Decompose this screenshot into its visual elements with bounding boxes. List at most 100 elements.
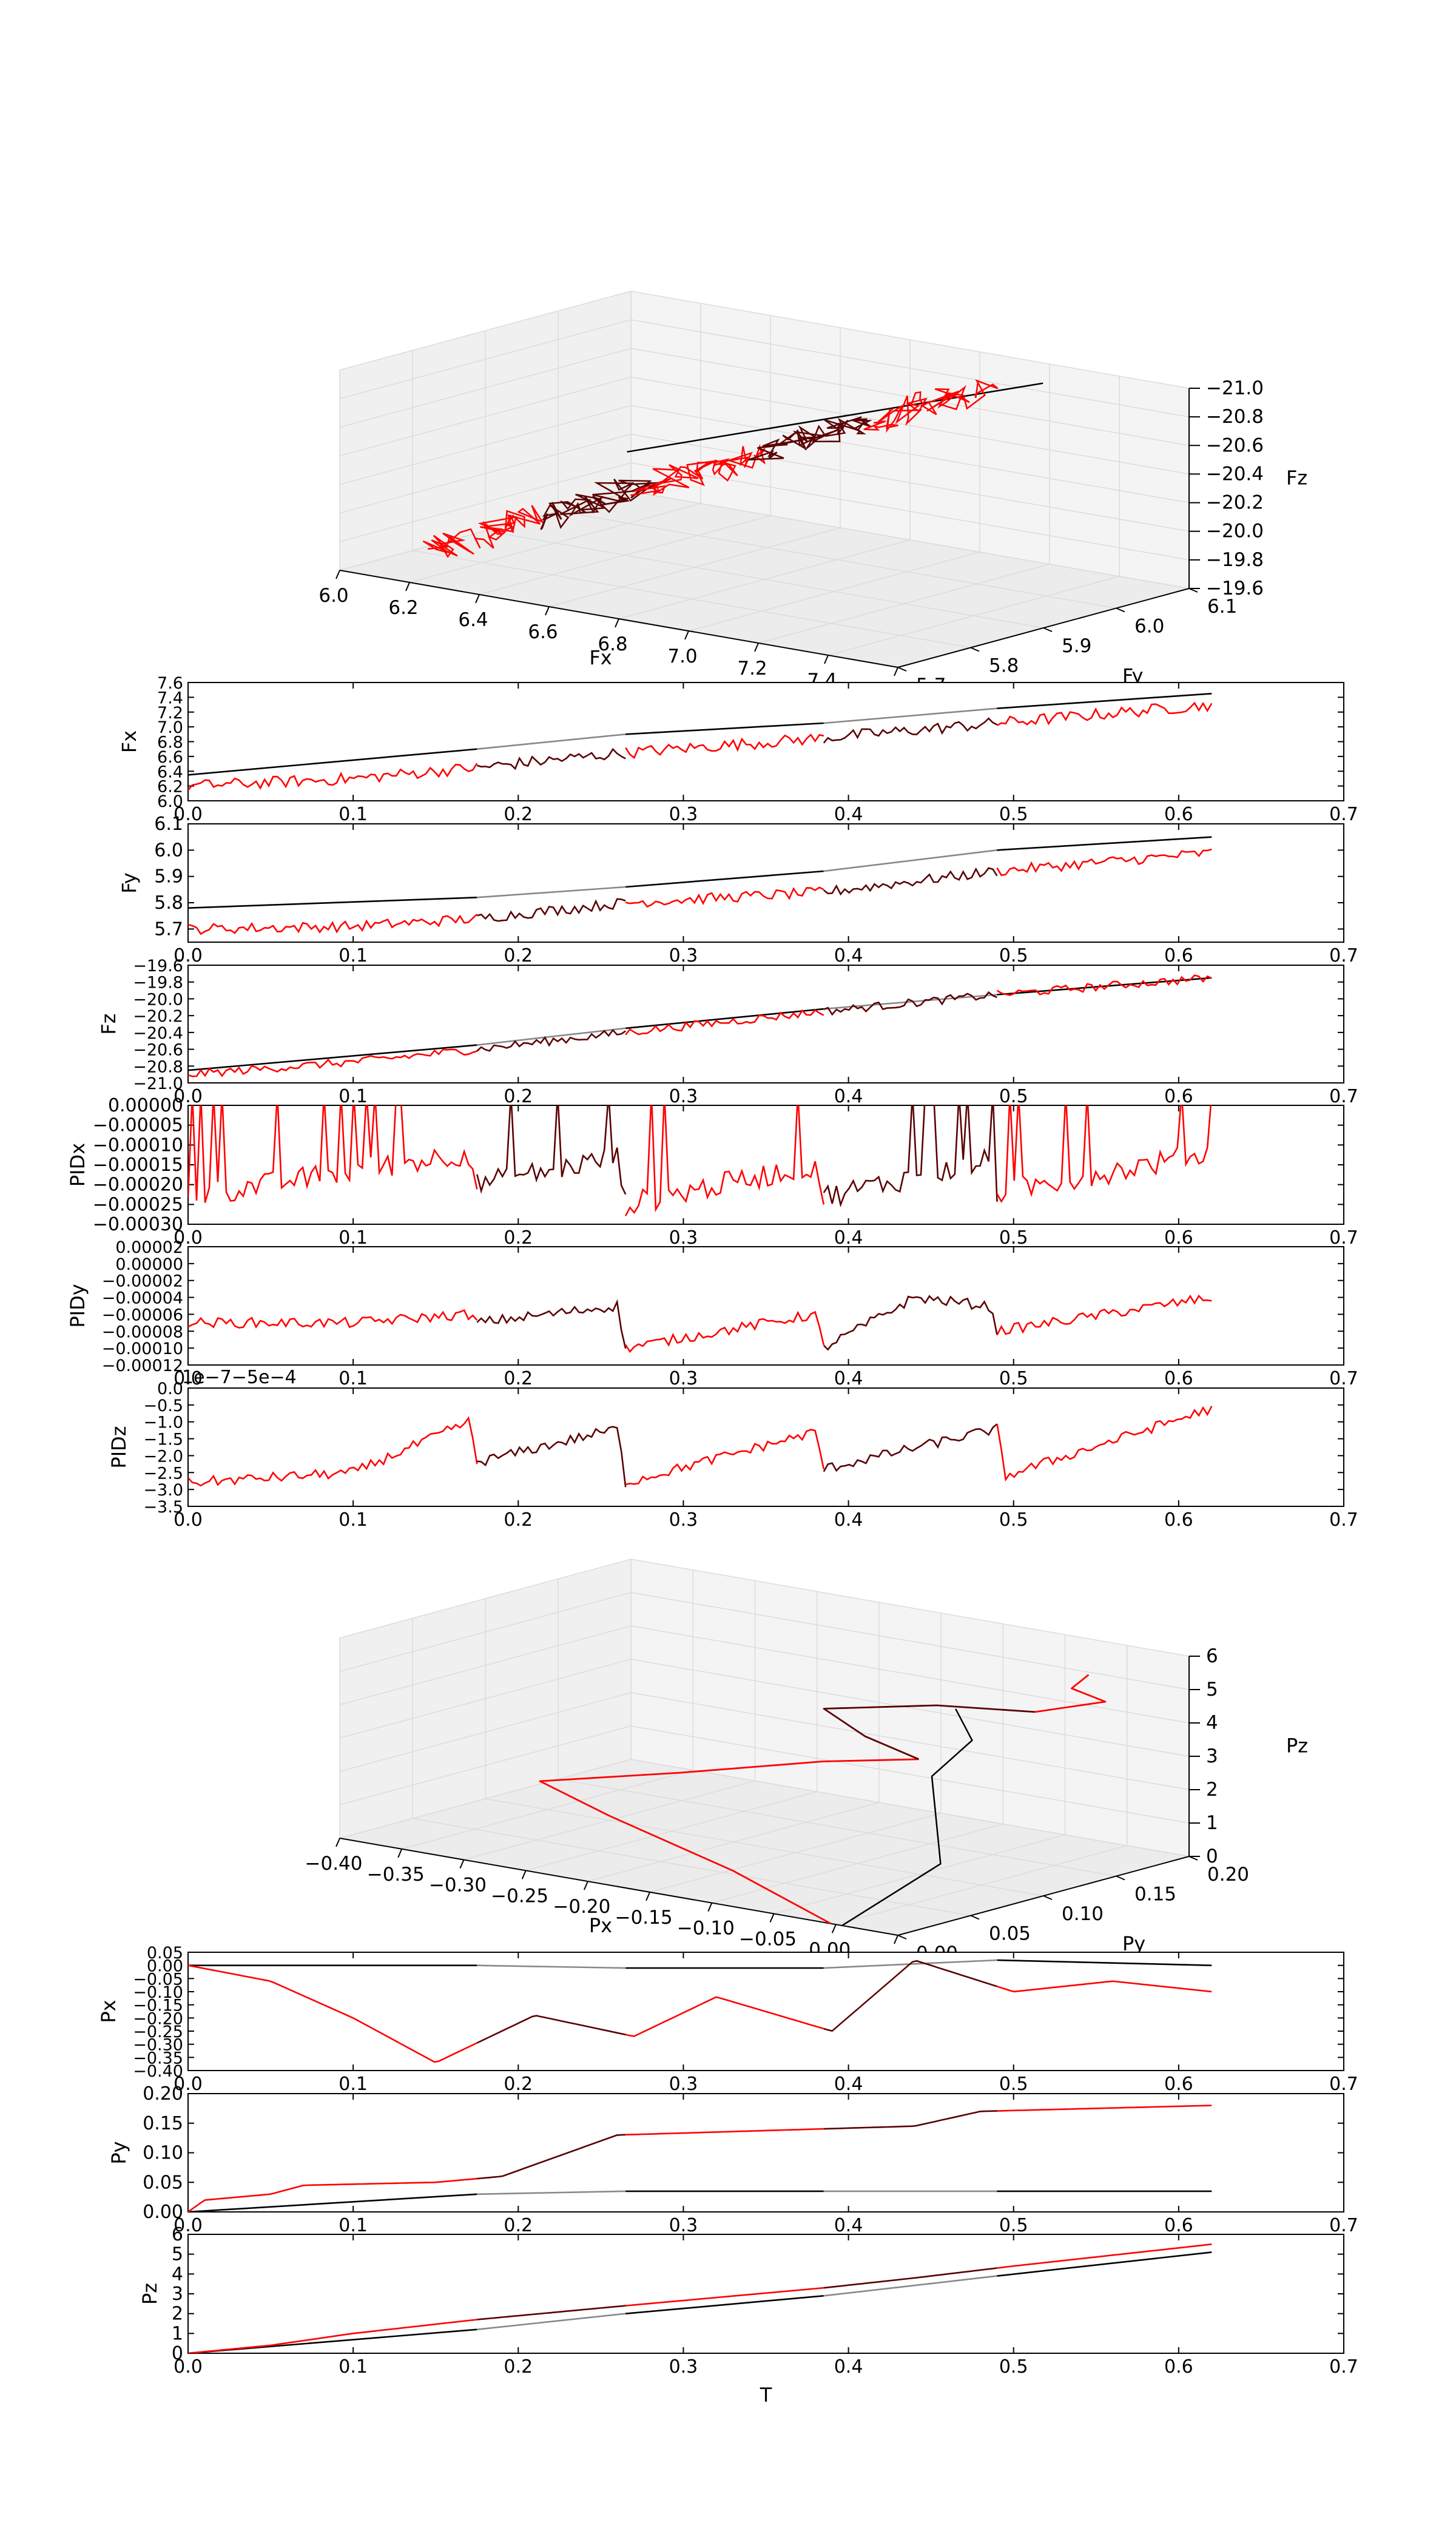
y-tick-label: −0.00010 (93, 1134, 183, 1156)
x-tick-label: 0.0 (174, 1227, 203, 1249)
y-tick-label: 6.6 (157, 748, 183, 767)
x-tick-label: 0.6 (1164, 804, 1193, 825)
grid-line (339, 376, 632, 457)
grid-line (339, 405, 632, 485)
grid-line (630, 433, 1190, 532)
x-tick-label: 0.0 (174, 1509, 203, 1531)
y-tick (897, 1935, 907, 1940)
x-tick-label: 7.0 (667, 645, 697, 667)
plot-frame (187, 1105, 1344, 1225)
reference-line-segment (477, 1964, 626, 1969)
y-tick (1116, 607, 1125, 613)
x-tick (583, 1881, 588, 1890)
y-tick-label: −20.0 (133, 990, 183, 1009)
x-tick (684, 630, 689, 640)
x-tick-label: −0.40 (305, 1853, 363, 1875)
measured-line-segment (188, 1309, 478, 1329)
x-tick (754, 642, 759, 652)
y-tick-label: −2.5 (143, 1464, 183, 1483)
x-tick (545, 606, 550, 616)
measured-line-segment (188, 1416, 478, 1487)
x-tick-label: 0.7 (1329, 2356, 1358, 2378)
x-tick (459, 1859, 465, 1869)
z-tick-label: 3 (1206, 1745, 1218, 1767)
y-tick-label: 5.9 (1062, 635, 1091, 657)
y-tick-label: 1 (172, 2323, 183, 2344)
grid-line (339, 462, 632, 542)
measured-line-segment (823, 717, 998, 744)
x-tick-label: 0.1 (339, 1509, 368, 1531)
grid-line (630, 291, 1190, 389)
x-tick-label: 0.3 (669, 945, 698, 966)
x-tick-label: 0.0 (174, 2074, 203, 2095)
y-tick (897, 667, 907, 672)
y-tick-label: 2 (172, 2304, 183, 2325)
z-tick-label: 6 (1206, 1645, 1218, 1667)
y-tick-label: 0.00 (147, 1957, 183, 1976)
x-tick-label: 0.7 (1329, 945, 1358, 966)
x-tick-label: 0.1 (339, 2356, 368, 2378)
x-tick-label: 0.3 (669, 1509, 698, 1531)
x-tick-label: 0.7 (1329, 1227, 1358, 1249)
x-tick (335, 570, 340, 579)
reference-line-segment (823, 2275, 997, 2297)
y-tick (970, 647, 980, 652)
y-tick-label: −0.00010 (102, 1340, 183, 1358)
reference-line-segment (997, 1959, 1212, 1966)
measured-line-segment (823, 2110, 997, 2130)
measured-line-segment (996, 1294, 1212, 1336)
y-tick-label: 0.05 (147, 1944, 183, 1963)
y-tick-label: 6.1 (154, 814, 183, 835)
x-tick (824, 655, 829, 664)
x-tick (769, 1913, 775, 1923)
y-tick-label: 6 (172, 2224, 183, 2245)
x-tick (521, 1870, 527, 1879)
y-tick-label: −20.6 (133, 1041, 183, 1060)
grid-line (339, 1725, 632, 1805)
x-tick (707, 1903, 713, 1912)
x-tick-label: 0.2 (504, 2074, 533, 2095)
measured-line-segment (625, 886, 824, 908)
grid-line (412, 550, 971, 649)
x-tick-label: 0.4 (834, 1509, 863, 1531)
reference-line-segment (625, 1008, 824, 1030)
measured-line-segment (625, 1009, 824, 1036)
x-tick-label: 0.5 (999, 2074, 1028, 2095)
measured-line-segment (823, 2267, 997, 2289)
x-tick-label: 0.7 (1329, 2215, 1358, 2236)
grid-line (630, 1625, 1190, 1724)
reference-line-segment (188, 748, 477, 776)
grid-line (630, 319, 1190, 417)
x-tick-label: 0.2 (504, 1086, 533, 1107)
measured-line-segment (476, 898, 626, 922)
x-tick-label: 0.6 (1164, 1509, 1193, 1531)
reference-line-segment (625, 870, 824, 888)
y-tick-label: 6.0 (1134, 616, 1164, 638)
y-tick-label: 0.10 (1062, 1903, 1104, 1925)
measured-line-segment (625, 1996, 824, 2037)
y-axis-label: Fz (97, 1013, 120, 1034)
reference-line-segment (477, 2190, 626, 2196)
y-tick-label: 6.8 (157, 733, 183, 752)
y-axis-label: Fx (118, 730, 141, 753)
measured-line-segment (996, 701, 1213, 727)
grid-line (339, 1659, 632, 1739)
grid-line (630, 405, 1190, 504)
y-tick-label: −0.20 (133, 2009, 183, 2028)
grid-line (630, 1559, 1190, 1657)
grid-line (630, 1759, 1190, 1857)
y-tick-label: 4 (172, 2263, 183, 2285)
reference-line-segment (997, 693, 1212, 709)
measured-trajectory (630, 444, 766, 496)
z-tick-label: 1 (1206, 1812, 1218, 1834)
measured-line-segment (477, 2134, 626, 2180)
x-tick-label: 6.0 (318, 585, 348, 607)
y-tick-label: 5.9 (154, 866, 183, 888)
measured-line-segment (188, 2319, 477, 2353)
x-axis-label: Fx (589, 646, 612, 669)
x-tick-label: 0.4 (834, 2074, 863, 2095)
x-tick (335, 1838, 340, 1847)
plot-frame (187, 682, 1344, 801)
x-tick-label: 0.1 (339, 945, 368, 966)
x-tick (475, 594, 480, 604)
